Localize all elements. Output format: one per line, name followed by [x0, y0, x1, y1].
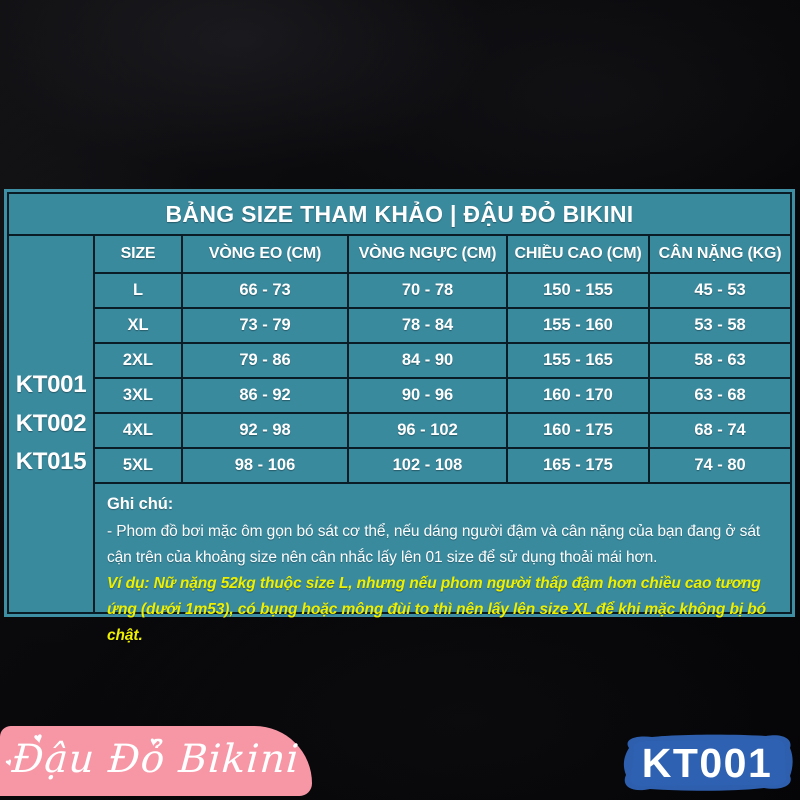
cell-weight: 45 - 53: [650, 274, 790, 307]
product-code-badge: KT001: [618, 733, 796, 793]
brush-stroke-icon: [623, 734, 793, 791]
product-code: KT001: [15, 371, 87, 399]
notes-cell: Ghi chú: - Phom đồ bơi mặc ôm gọn bó sát…: [95, 484, 790, 644]
cell-height: 160 - 175: [508, 414, 648, 447]
product-code: KT002: [15, 409, 87, 437]
cell-waist: 73 - 79: [183, 309, 347, 342]
cell-waist: 79 - 86: [183, 344, 347, 377]
badge-text: KT001: [641, 739, 773, 786]
notes-heading: Ghi chú:: [107, 495, 174, 513]
cell-size: L: [95, 274, 181, 307]
brand-logo: ♥ ♥ ♥ Đậu Đỏ Bikini: [0, 726, 312, 796]
notes-example: Ví dụ: Nữ nặng 52kg thuộc size L, nhưng …: [107, 574, 767, 644]
cell-weight: 58 - 63: [650, 344, 790, 377]
cell-height: 150 - 155: [508, 274, 648, 307]
cell-weight: 63 - 68: [650, 379, 790, 412]
cell-bust: 90 - 96: [349, 379, 506, 412]
cell-height: 155 - 160: [508, 309, 648, 342]
cell-waist: 86 - 92: [183, 379, 347, 412]
column-header-height: CHIỀU CAO (CM): [508, 236, 648, 272]
cell-weight: 68 - 74: [650, 414, 790, 447]
cell-bust: 96 - 102: [349, 414, 506, 447]
size-chart-table: BẢNG SIZE THAM KHẢO | ĐẬU ĐỎ BIKINI KT00…: [4, 189, 795, 644]
cell-height: 160 - 170: [508, 379, 648, 412]
cell-bust: 78 - 84: [349, 309, 506, 342]
cell-weight: 53 - 58: [650, 309, 790, 342]
column-header-waist: VÒNG EO (CM): [183, 236, 347, 272]
brand-logo-text: Đậu Đỏ Bikini: [10, 736, 302, 782]
cell-bust: 70 - 78: [349, 274, 506, 307]
cell-size: 5XL: [95, 449, 181, 482]
cell-weight: 74 - 80: [650, 449, 790, 482]
cell-size: XL: [95, 309, 181, 342]
cell-bust: 84 - 90: [349, 344, 506, 377]
cell-waist: 92 - 98: [183, 414, 347, 447]
cell-size: 4XL: [95, 414, 181, 447]
column-header-size: SIZE: [95, 236, 181, 272]
column-header-bust: VÒNG NGỰC (CM): [349, 236, 506, 272]
cell-bust: 102 - 108: [349, 449, 506, 482]
cell-height: 165 - 175: [508, 449, 648, 482]
notes-body: - Phom đồ bơi mặc ôm gọn bó sát cơ thể, …: [107, 522, 761, 566]
cell-height: 155 - 165: [508, 344, 648, 377]
cell-size: 2XL: [95, 344, 181, 377]
cell-waist: 98 - 106: [183, 449, 347, 482]
column-header-weight: CÂN NẶNG (KG): [650, 236, 790, 272]
product-codes-cell: KT001 KT002 KT015: [9, 236, 93, 612]
cell-size: 3XL: [95, 379, 181, 412]
table-title: BẢNG SIZE THAM KHẢO | ĐẬU ĐỎ BIKINI: [9, 194, 790, 234]
product-code: KT015: [15, 448, 87, 476]
cell-waist: 66 - 73: [183, 274, 347, 307]
